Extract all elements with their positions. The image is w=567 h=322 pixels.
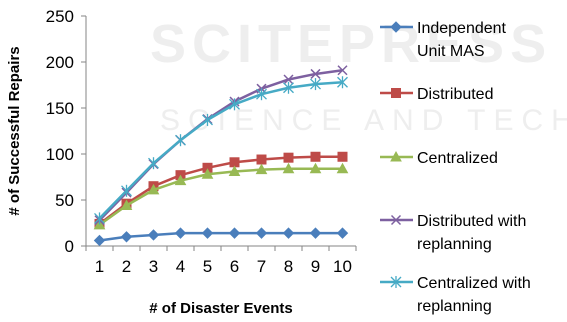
data-point (282, 162, 295, 174)
data-point (256, 88, 267, 101)
data-point (174, 227, 187, 239)
x-tick-label: 8 (284, 257, 293, 276)
data-point (337, 151, 348, 162)
data-point (121, 184, 132, 197)
data-point (282, 227, 295, 239)
data-point (120, 231, 133, 243)
x-tick-label: 3 (149, 257, 158, 276)
y-tick-label: 150 (46, 99, 74, 118)
legend-marker (390, 276, 402, 288)
data-point (283, 152, 294, 163)
data-point (336, 227, 349, 239)
y-tick-label: 200 (46, 53, 74, 72)
x-axis-title: # of Disaster Events (149, 300, 292, 317)
legend-marker (390, 150, 402, 162)
legend-label: Independent Unit MAS (417, 20, 507, 60)
data-point (201, 227, 214, 239)
x-tick-label: 9 (311, 257, 320, 276)
series-line (98, 80, 343, 220)
legend-item-1: Independent Unit MAS (380, 20, 507, 60)
data-point (228, 227, 241, 239)
x-tick-label: 5 (203, 257, 212, 276)
series-3 (93, 162, 349, 230)
data-point (229, 157, 240, 168)
x-tick-label: 1 (95, 257, 104, 276)
legend-label: Distributed with replanning (417, 213, 526, 253)
data-point (147, 229, 160, 241)
y-tick-label: 0 (65, 237, 74, 256)
data-point (283, 81, 294, 94)
series-line (99, 231, 343, 242)
data-point (175, 134, 186, 147)
x-tick-label: 4 (176, 257, 185, 276)
svg-text:SCITEPRESS: SCITEPRESS (150, 14, 552, 74)
data-point (337, 76, 348, 89)
x-axis-ticks: 1 2 3 4 5 6 7 8 9 10 (85, 246, 357, 276)
data-point (255, 227, 268, 239)
legend-item-3: Centralized (380, 150, 498, 167)
data-point (255, 163, 268, 175)
data-point (147, 183, 160, 195)
legend-item-5: Centralized with replanning (380, 275, 531, 315)
legend-item-4: Distributed with replanning (380, 213, 526, 253)
series-2 (94, 151, 348, 229)
y-axis-title: # of Successful Repairs (6, 46, 23, 215)
data-point (120, 199, 133, 211)
data-point (229, 98, 240, 111)
data-point (309, 227, 322, 239)
data-point (336, 162, 349, 174)
x-tick-label: 2 (122, 257, 131, 276)
y-tick-label: 50 (55, 191, 74, 210)
series-line (98, 167, 343, 226)
data-point (148, 157, 159, 170)
y-tick-label: 250 (46, 7, 74, 26)
data-point (94, 212, 105, 225)
data-point (228, 165, 241, 176)
data-point (283, 74, 294, 85)
legend-label: Distributed (417, 86, 493, 103)
data-point (309, 162, 322, 174)
data-point (310, 151, 321, 162)
legend-marker (390, 21, 402, 33)
series-1 (93, 227, 349, 247)
legend-marker (391, 88, 401, 98)
y-tick-label: 100 (46, 145, 74, 164)
legend: Independent Unit MAS Distributed Centralize… (380, 20, 531, 315)
data-point (93, 234, 106, 247)
series-line (98, 155, 343, 225)
data-point (310, 78, 321, 91)
data-point (201, 168, 214, 179)
x-tick-label: 6 (230, 257, 239, 276)
series-layer (93, 65, 349, 247)
legend-item-2: Distributed (380, 86, 493, 103)
series-5 (94, 76, 348, 225)
data-point (310, 68, 321, 79)
y-axis-ticks: 0 50 100 150 200 250 (46, 7, 86, 256)
data-point (337, 65, 348, 76)
data-point (256, 154, 267, 165)
legend-label: Centralized (417, 150, 498, 167)
x-tick-label: 7 (257, 257, 266, 276)
data-point (202, 113, 213, 126)
data-point (174, 174, 187, 186)
x-tick-label: 10 (333, 257, 352, 276)
legend-label: Centralized with replanning (417, 275, 531, 315)
legend-marker (390, 214, 402, 226)
